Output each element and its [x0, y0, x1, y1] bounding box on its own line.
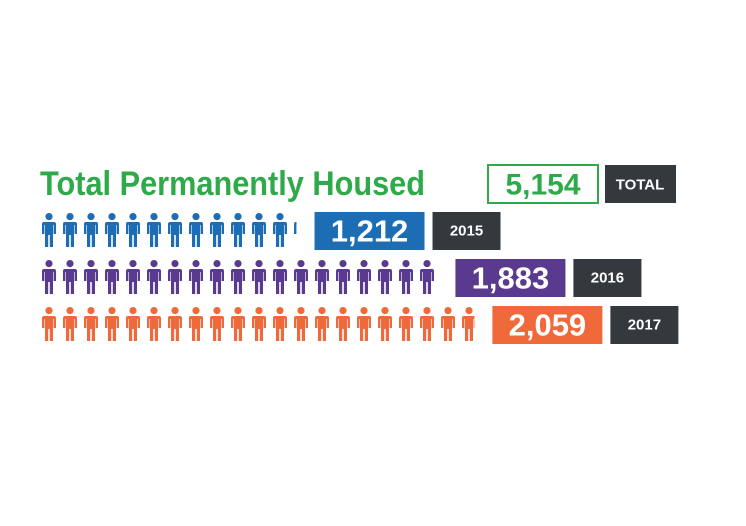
person-icon — [126, 307, 140, 341]
person-icon — [210, 213, 224, 247]
year-label: 2016 — [591, 270, 624, 287]
year-box — [610, 306, 679, 344]
total-value: 5,154 — [505, 169, 580, 202]
person-icon — [42, 213, 56, 247]
person-icon — [315, 307, 329, 341]
person-icon — [315, 260, 329, 294]
person-icon — [63, 213, 77, 247]
person-icon — [273, 260, 287, 294]
person-icon — [399, 260, 413, 294]
person-icon — [189, 213, 203, 247]
icon-row — [42, 260, 434, 294]
person-icon — [420, 307, 434, 341]
year-label: 2015 — [450, 223, 483, 240]
value-label: 1,212 — [331, 214, 409, 249]
person-icon — [84, 307, 98, 341]
person-icon — [231, 307, 245, 341]
person-icon — [336, 307, 350, 341]
person-icon — [84, 213, 98, 247]
person-icon — [462, 307, 475, 341]
person-icon — [210, 260, 224, 294]
person-icon — [210, 307, 224, 341]
person-icon — [231, 260, 245, 294]
person-icon — [231, 213, 245, 247]
person-icon — [147, 213, 161, 247]
person-icon — [273, 213, 287, 247]
person-icon — [42, 307, 56, 341]
person-icon — [63, 307, 77, 341]
person-icon — [189, 260, 203, 294]
value-box — [455, 259, 566, 297]
person-icon — [252, 307, 266, 341]
person-icon — [84, 260, 98, 294]
person-icon — [399, 307, 413, 341]
person-icon — [126, 260, 140, 294]
person-icon — [168, 213, 182, 247]
person-icon — [105, 307, 119, 341]
icon-row — [42, 307, 475, 341]
person-icon — [273, 307, 287, 341]
person-icon — [357, 260, 371, 294]
person-icon — [294, 222, 297, 234]
person-icon — [420, 260, 434, 294]
year-label: 2017 — [628, 317, 661, 334]
person-icon — [357, 307, 371, 341]
person-icon — [252, 213, 266, 247]
person-icon — [42, 260, 56, 294]
person-icon — [336, 260, 350, 294]
person-icon — [63, 260, 77, 294]
year-box — [573, 259, 642, 297]
person-icon — [168, 260, 182, 294]
person-icon — [126, 213, 140, 247]
person-icon — [147, 260, 161, 294]
person-icon — [441, 307, 455, 341]
icon-row — [42, 213, 297, 247]
total-caption-box — [605, 165, 676, 203]
value-box — [314, 212, 425, 250]
person-icon — [252, 260, 266, 294]
person-icon — [378, 260, 392, 294]
value-label: 1,883 — [472, 261, 550, 296]
person-icon — [105, 213, 119, 247]
year-box — [432, 212, 501, 250]
total-caption: TOTAL — [616, 177, 665, 194]
value-label: 2,059 — [509, 308, 587, 343]
total-box — [487, 164, 599, 204]
person-icon — [147, 307, 161, 341]
person-icon — [378, 307, 392, 341]
person-icon — [294, 307, 308, 341]
chart-title: Total Permanently Housed — [40, 165, 425, 203]
person-icon — [168, 307, 182, 341]
person-icon — [189, 307, 203, 341]
value-box — [492, 306, 603, 344]
person-icon — [105, 260, 119, 294]
person-icon — [294, 260, 308, 294]
